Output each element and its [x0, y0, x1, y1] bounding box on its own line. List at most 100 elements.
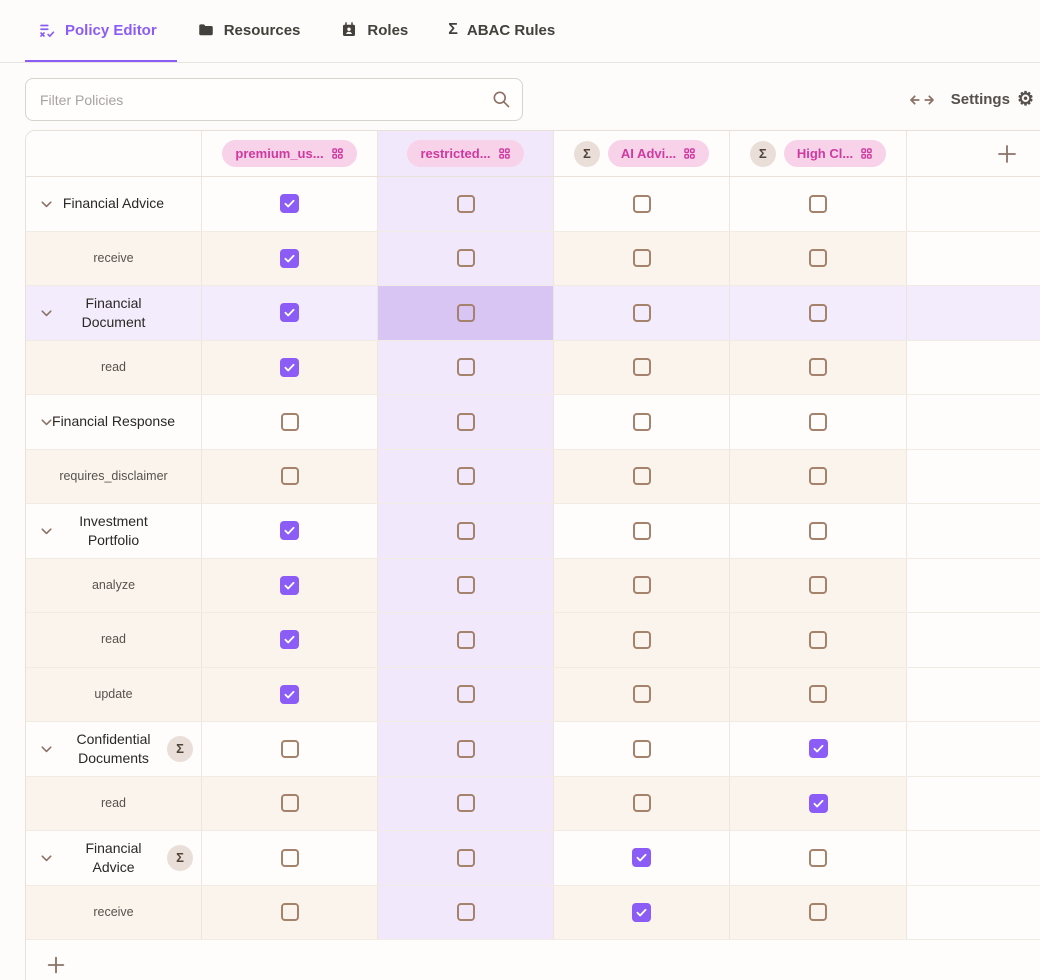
policy-checkbox[interactable]	[280, 467, 299, 486]
policy-checkbox[interactable]	[456, 303, 475, 322]
policy-checkbox[interactable]	[632, 685, 651, 704]
policy-checkbox[interactable]	[280, 684, 299, 704]
policy-row-label-cell[interactable]: receive	[26, 885, 202, 939]
policy-checkbox[interactable]	[808, 739, 828, 759]
policy-row-label-cell[interactable]: receive	[26, 231, 202, 285]
policy-checkbox[interactable]	[456, 903, 475, 922]
policy-checkbox[interactable]	[632, 902, 651, 922]
policy-checkbox[interactable]	[456, 794, 475, 813]
grip-icon[interactable]	[498, 147, 511, 160]
policy-checkbox[interactable]	[280, 521, 299, 541]
policy-checkbox[interactable]	[809, 358, 827, 377]
policy-row-label-cell[interactable]: Financial Response	[26, 395, 202, 449]
policy-checkbox[interactable]	[809, 467, 827, 486]
policy-checkbox[interactable]	[456, 630, 475, 649]
policy-checkbox[interactable]	[809, 194, 827, 213]
policy-checkbox[interactable]	[808, 793, 828, 813]
policy-checkbox[interactable]	[632, 412, 651, 431]
policy-checkbox[interactable]	[632, 194, 651, 213]
policy-row-label-cell[interactable]: Financial Document	[26, 286, 202, 340]
chevron-down-icon[interactable]	[38, 849, 55, 866]
grip-icon[interactable]	[331, 147, 344, 160]
policy-row: read	[26, 613, 1040, 668]
policy-checkbox[interactable]	[809, 576, 827, 595]
policy-checkbox[interactable]	[632, 794, 651, 813]
policy-row-label-cell[interactable]: Financial Advice Σ	[26, 831, 202, 885]
role-pill[interactable]: High Cl...	[783, 140, 887, 167]
filter-policies-input[interactable]	[25, 78, 523, 121]
policy-checkbox[interactable]	[456, 685, 475, 704]
policy-checkbox[interactable]	[280, 194, 299, 214]
grip-icon[interactable]	[860, 147, 873, 160]
policy-checkbox[interactable]	[809, 685, 827, 704]
chevron-down-icon[interactable]	[38, 304, 55, 321]
expand-columns-icon[interactable]	[907, 89, 937, 111]
policy-row-label-cell[interactable]: Confidential Documents Σ	[26, 722, 202, 776]
add-column-button[interactable]	[991, 138, 1023, 170]
policy-checkbox[interactable]	[456, 467, 475, 486]
policy-checkbox[interactable]	[280, 903, 299, 922]
chevron-down-icon[interactable]	[38, 740, 55, 757]
policy-checkbox[interactable]	[280, 412, 299, 431]
policy-row-label-cell[interactable]: Investment Portfolio	[26, 504, 202, 558]
policy-checkbox[interactable]	[280, 357, 299, 377]
chevron-down-icon[interactable]	[38, 195, 55, 212]
policy-checkbox[interactable]	[632, 303, 651, 322]
role-pill[interactable]: restricted...	[407, 140, 524, 167]
policy-checkbox[interactable]	[632, 739, 651, 758]
policy-row-label-cell[interactable]: update	[26, 667, 202, 721]
policy-checkbox[interactable]	[632, 630, 651, 649]
policy-row-label: receive	[93, 250, 134, 265]
policy-row-label-cell[interactable]: read	[26, 340, 202, 394]
policy-checkbox[interactable]	[809, 303, 827, 322]
policy-checkbox[interactable]	[632, 249, 651, 268]
tab-roles[interactable]: Roles	[320, 0, 428, 62]
role-pill[interactable]: AI Advi...	[607, 140, 710, 167]
policy-checkbox[interactable]	[809, 848, 827, 867]
role-pill[interactable]: premium_us...	[222, 140, 357, 167]
policy-row-label-cell[interactable]: read	[26, 776, 202, 830]
policy-row-label-cell[interactable]: analyze	[26, 558, 202, 612]
grip-icon[interactable]	[683, 147, 696, 160]
policy-checkbox[interactable]	[809, 521, 827, 540]
chevron-down-icon[interactable]	[38, 413, 55, 430]
tab-resources[interactable]: Resources	[177, 0, 321, 62]
policy-checkbox[interactable]	[456, 194, 475, 213]
tab-abac-rules[interactable]: Σ ABAC Rules	[428, 0, 575, 62]
tab-label: ABAC Rules	[466, 21, 556, 39]
settings-button[interactable]: Settings ⚙	[951, 90, 1034, 109]
policy-checkbox[interactable]	[456, 412, 475, 431]
policy-checkbox[interactable]	[632, 521, 651, 540]
policy-checkbox[interactable]	[280, 630, 299, 650]
add-row-button[interactable]	[41, 950, 71, 980]
policy-checkbox[interactable]	[632, 467, 651, 486]
policy-checkbox[interactable]	[809, 903, 827, 922]
policy-checkbox[interactable]	[280, 248, 299, 268]
empty-cell	[907, 504, 1040, 558]
policy-checkbox[interactable]	[280, 575, 299, 595]
policy-row-label-cell[interactable]: read	[26, 613, 202, 667]
policy-checkbox[interactable]	[809, 249, 827, 268]
policy-checkbox[interactable]	[632, 358, 651, 377]
policy-checkbox[interactable]	[456, 249, 475, 268]
policy-checkbox[interactable]	[456, 521, 475, 540]
policy-checkbox[interactable]	[280, 848, 299, 867]
policy-row: Financial Advice Σ	[26, 831, 1040, 886]
policy-checkbox[interactable]	[632, 576, 651, 595]
policy-checkbox[interactable]	[456, 576, 475, 595]
empty-cell	[907, 340, 1040, 394]
policy-checkbox[interactable]	[809, 630, 827, 649]
policy-checkbox[interactable]	[456, 848, 475, 867]
policy-row-label-cell[interactable]: Financial Advice	[26, 177, 202, 231]
policy-checkbox[interactable]	[809, 412, 827, 431]
policy-checkbox[interactable]	[456, 739, 475, 758]
policy-checkbox[interactable]	[280, 739, 299, 758]
tab-policy-editor[interactable]: Policy Editor	[25, 0, 177, 62]
policy-checkbox[interactable]	[280, 794, 299, 813]
policy-checkbox[interactable]	[280, 303, 299, 323]
chevron-down-icon[interactable]	[38, 522, 55, 539]
policy-cell	[202, 667, 378, 721]
policy-checkbox[interactable]	[456, 358, 475, 377]
policy-row-label-cell[interactable]: requires_disclaimer	[26, 449, 202, 503]
policy-checkbox[interactable]	[632, 848, 651, 868]
